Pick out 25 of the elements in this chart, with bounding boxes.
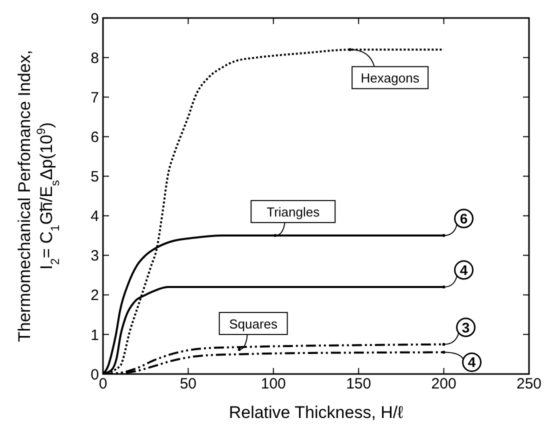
y-tick-label: 2 <box>90 287 99 304</box>
y-tick-label: 3 <box>90 248 99 265</box>
y-tick-label: 4 <box>90 208 99 226</box>
x-tick-label: 150 <box>346 376 372 393</box>
point <box>348 48 352 52</box>
annotation: 4 <box>468 354 476 370</box>
x-tick-label: 250 <box>516 376 542 393</box>
annotation: Triangles <box>266 204 320 220</box>
y-tick-label: 6 <box>90 128 99 146</box>
y-tick-label: 5 <box>90 168 99 186</box>
annotation: 3 <box>462 319 470 336</box>
y-tick-label: 7 <box>90 89 99 106</box>
y-tick-label: 9 <box>90 10 99 28</box>
x-tick-label: 50 <box>180 376 197 393</box>
y-tick-label: 1 <box>90 326 99 344</box>
annotation: Squares <box>229 316 278 332</box>
point <box>442 342 446 346</box>
y-tick-label: 8 <box>90 50 99 67</box>
annotation: Hexagons <box>360 70 420 86</box>
annotation: 4 <box>460 262 468 278</box>
x-tick-label: 200 <box>431 376 456 393</box>
annotation: 6 <box>460 210 468 227</box>
x-axis-title: Relative Thickness, H/ℓ <box>228 403 404 422</box>
point <box>442 350 446 354</box>
x-tick-label: 100 <box>260 376 286 393</box>
